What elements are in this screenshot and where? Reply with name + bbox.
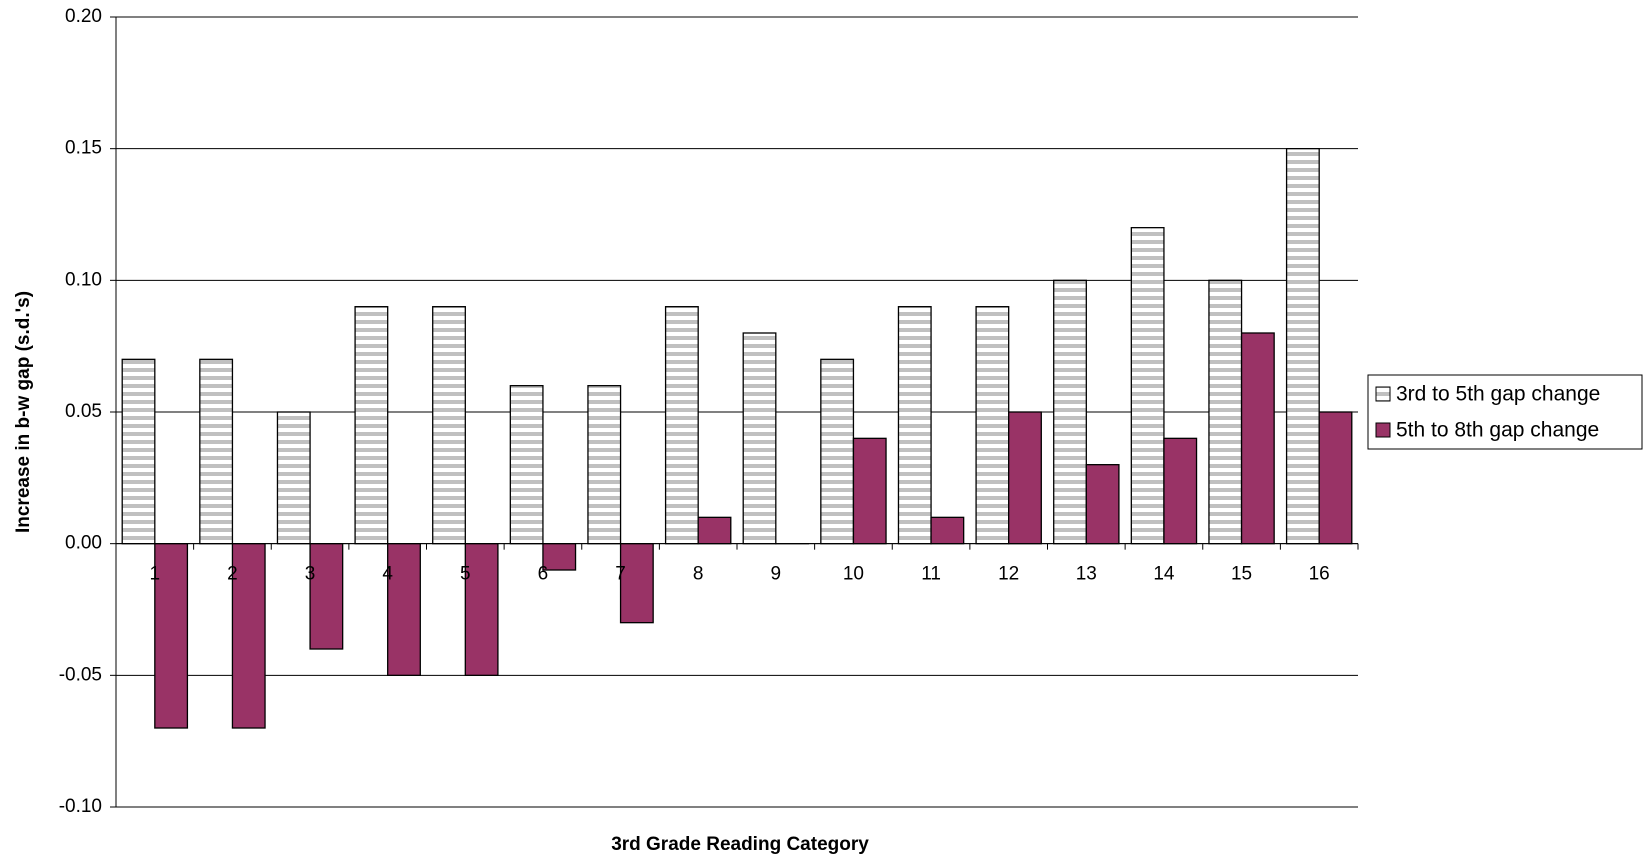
x-tick-label: 15 bbox=[1231, 564, 1252, 585]
legend-box bbox=[1367, 374, 1643, 450]
bar bbox=[199, 358, 234, 545]
bar bbox=[1085, 464, 1120, 545]
x-tick-label: 10 bbox=[843, 564, 864, 585]
bar bbox=[354, 306, 389, 545]
y-tick-label: 0.20 bbox=[65, 6, 102, 27]
bar bbox=[975, 306, 1010, 545]
x-tick-label: 13 bbox=[1076, 564, 1097, 585]
y-tick-label: -0.05 bbox=[59, 664, 102, 685]
x-axis-title: 3rd Grade Reading Category bbox=[611, 834, 869, 855]
x-tick-label: 5 bbox=[460, 564, 471, 585]
x-tick-label: 3 bbox=[305, 564, 316, 585]
bar bbox=[697, 516, 732, 545]
legend-label: 5th to 8th gap change bbox=[1396, 419, 1599, 442]
bar bbox=[664, 306, 699, 545]
x-tick-label: 12 bbox=[998, 564, 1019, 585]
bar bbox=[121, 358, 156, 545]
x-tick-label: 1 bbox=[150, 564, 161, 585]
bar bbox=[276, 411, 311, 545]
y-tick-label: 0.05 bbox=[65, 401, 102, 422]
legend-label: 3rd to 5th gap change bbox=[1396, 383, 1600, 406]
bar bbox=[1130, 227, 1165, 545]
x-tick-label: 14 bbox=[1153, 564, 1175, 585]
bar bbox=[619, 543, 654, 624]
x-tick-label: 6 bbox=[538, 564, 549, 585]
bar bbox=[587, 385, 622, 545]
x-tick-label: 16 bbox=[1309, 564, 1330, 585]
x-tick-label: 2 bbox=[227, 564, 238, 585]
bar bbox=[1008, 411, 1042, 545]
bar bbox=[1163, 437, 1198, 545]
bar bbox=[432, 306, 466, 545]
bar bbox=[1285, 148, 1320, 545]
bar bbox=[820, 358, 855, 545]
legend-swatch bbox=[1375, 386, 1391, 402]
bar bbox=[930, 516, 965, 545]
x-tick-label: 9 bbox=[771, 564, 782, 585]
bar bbox=[742, 332, 777, 545]
bar bbox=[1208, 279, 1243, 545]
bar bbox=[231, 543, 266, 729]
x-tick-label: 4 bbox=[382, 564, 393, 585]
bar bbox=[387, 543, 421, 676]
bar bbox=[1053, 279, 1087, 545]
legend-swatch bbox=[1375, 422, 1391, 438]
bar bbox=[852, 437, 887, 545]
bar bbox=[509, 385, 544, 545]
y-axis-title: Increase in b-w gap (s.d.'s) bbox=[13, 291, 34, 533]
bar bbox=[1318, 411, 1353, 545]
bar bbox=[542, 543, 577, 571]
bar bbox=[309, 543, 344, 650]
bar bbox=[1240, 332, 1275, 545]
x-tick-label: 7 bbox=[615, 564, 626, 585]
y-tick-label: 0.15 bbox=[65, 138, 102, 159]
y-tick-label: 0.00 bbox=[65, 533, 102, 554]
bar bbox=[154, 543, 189, 729]
y-tick-label: -0.10 bbox=[59, 796, 102, 817]
bar bbox=[897, 306, 932, 545]
bar bbox=[464, 543, 499, 676]
y-tick-label: 0.10 bbox=[65, 269, 102, 290]
x-tick-label: 11 bbox=[921, 564, 941, 585]
x-tick-label: 8 bbox=[693, 564, 704, 585]
